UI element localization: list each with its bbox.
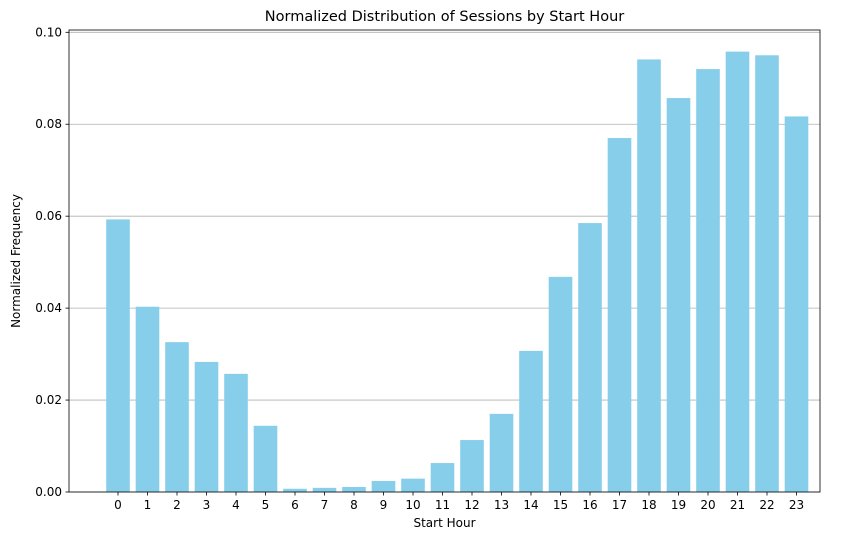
x-tick-label: 7 — [321, 498, 329, 512]
x-tick-label: 2 — [173, 498, 181, 512]
bar-hour-23 — [784, 116, 809, 492]
x-tick-label: 21 — [730, 498, 745, 512]
x-tick-label: 23 — [789, 498, 804, 512]
bar-hour-14 — [519, 350, 543, 492]
x-tick-label: 15 — [553, 498, 568, 512]
y-tick-label: 0.06 — [35, 209, 62, 223]
y-axis-label: Normalized Frequency — [9, 194, 23, 328]
plot-area-frame — [68, 29, 821, 493]
y-tick-label: 0.02 — [35, 393, 62, 407]
x-tick-label: 18 — [641, 498, 656, 512]
x-tick-label: 12 — [464, 498, 479, 512]
bar-hour-1 — [135, 306, 160, 492]
bar-hour-13 — [489, 413, 514, 492]
x-tick-label: 10 — [405, 498, 420, 512]
bar-hour-2 — [165, 342, 189, 492]
bar-hour-17 — [607, 138, 632, 492]
x-tick-label: 6 — [291, 498, 299, 512]
bar-hour-21 — [725, 51, 750, 493]
x-tick-label: 20 — [700, 498, 715, 512]
x-axis-label: Start Hour — [413, 516, 475, 530]
x-tick-label: 11 — [435, 498, 450, 512]
bar-hour-15 — [548, 276, 573, 492]
bar-hour-18 — [637, 59, 661, 492]
y-tick-label: 0.04 — [35, 301, 62, 315]
x-tick-label: 22 — [759, 498, 774, 512]
x-tick-label: 8 — [350, 498, 358, 512]
x-tick-label: 5 — [262, 498, 270, 512]
x-tick-label: 0 — [114, 498, 122, 512]
x-tick-label: 13 — [494, 498, 509, 512]
bar-hour-8 — [342, 486, 366, 492]
bar-hour-16 — [578, 223, 602, 492]
bar-hour-22 — [755, 55, 779, 493]
x-tick-label: 16 — [582, 498, 597, 512]
bar-hour-7 — [312, 487, 337, 492]
bars — [106, 51, 809, 493]
chart-title: Normalized Distribution of Sessions by S… — [265, 9, 625, 25]
bar-hour-4 — [224, 373, 248, 492]
x-axis-ticks: 0 1 2 3 4 5 6 7 8 9 10 11 12 13 14 15 16 17 18 19 20 21 22 23 — [114, 492, 804, 512]
x-tick-label: 17 — [612, 498, 627, 512]
bar-hour-6 — [283, 488, 307, 492]
y-tick-label: 0.00 — [35, 485, 62, 499]
x-tick-label: 19 — [671, 498, 686, 512]
x-tick-label: 3 — [203, 498, 211, 512]
x-tick-label: 4 — [232, 498, 240, 512]
bar-hour-9 — [371, 480, 396, 492]
bar-hour-3 — [194, 361, 219, 492]
bar-hour-5 — [253, 425, 278, 492]
bar-hour-10 — [401, 478, 425, 492]
y-tick-label: 0.08 — [35, 117, 62, 131]
x-tick-label: 9 — [380, 498, 388, 512]
bar-hour-12 — [460, 440, 484, 492]
bar-hour-0 — [106, 219, 130, 492]
bar-hour-19 — [666, 98, 691, 492]
bar-hour-11 — [430, 463, 455, 492]
y-tick-label: 0.10 — [35, 25, 62, 39]
y-axis-ticks: 0.00 0.02 0.04 0.06 0.08 0.10 — [35, 25, 69, 499]
x-tick-label: 14 — [523, 498, 538, 512]
bar-hour-20 — [696, 69, 720, 493]
x-tick-label: 1 — [144, 498, 152, 512]
